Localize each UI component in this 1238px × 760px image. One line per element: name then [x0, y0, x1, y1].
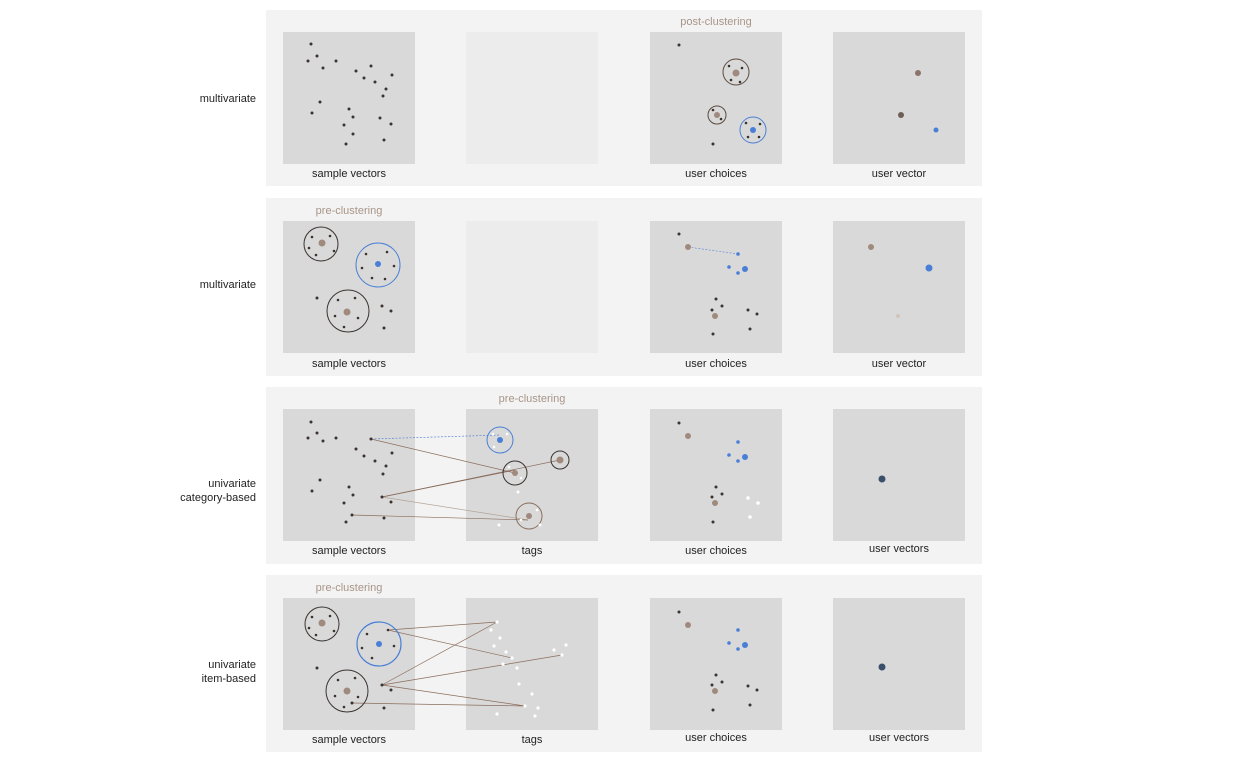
row-1-label: multivariate	[0, 92, 256, 106]
row-4-note: pre-clustering	[315, 582, 383, 594]
row-3-panel-tags	[466, 409, 598, 541]
row-2-panel-user-vector	[833, 221, 965, 353]
row-3-note: pre-clustering	[498, 393, 566, 405]
row-3-label-line-2: category-based	[180, 492, 256, 504]
row-2-caption-4: user vector	[871, 358, 927, 370]
row-4-label: univariate item-based	[0, 658, 256, 686]
row-3-label: univariate category-based	[0, 477, 256, 505]
row-3-panel-sample-vectors	[283, 409, 415, 541]
row-2-label: multivariate	[0, 278, 256, 292]
row-1-caption-1: sample vectors	[312, 168, 386, 180]
row-2-caption-3: user choices	[685, 358, 747, 370]
row-1-panel-empty	[466, 32, 598, 164]
row-4-label-line-2: item-based	[201, 673, 256, 685]
row-1-note: post-clustering	[680, 16, 752, 28]
row-3-caption-1: sample vectors	[312, 545, 386, 557]
row-2-panel-empty	[466, 221, 598, 353]
row-1-panel-sample-vectors	[283, 32, 415, 164]
row-1-caption-3: user choices	[685, 168, 747, 180]
row-2-panel-sample-vectors	[283, 221, 415, 353]
row-4-caption-2: tags	[521, 734, 543, 746]
row-4-panel-sample-vectors	[283, 598, 415, 730]
row-4-caption-1: sample vectors	[312, 734, 386, 746]
row-4-panel-user-vectors	[833, 598, 965, 730]
row-4-caption-4: user vectors	[869, 732, 929, 744]
row-1-panel-user-vector	[833, 32, 965, 164]
row-1-panel-user-choices	[650, 32, 782, 164]
row-3-caption-4: user vectors	[869, 543, 929, 555]
row-2-caption-1: sample vectors	[312, 358, 386, 370]
row-4-label-line-1: univariate	[208, 659, 256, 671]
row-1-caption-4: user vector	[871, 168, 927, 180]
row-4-caption-3: user choices	[685, 732, 747, 744]
row-3-caption-3: user choices	[685, 545, 747, 557]
row-3-panel-user-choices	[650, 409, 782, 541]
row-4-panel-user-choices	[650, 598, 782, 730]
row-1-label-line-1: multivariate	[199, 93, 256, 105]
row-2-panel-user-choices	[650, 221, 782, 353]
row-3-panel-user-vectors	[833, 409, 965, 541]
row-4-panel-tags	[466, 598, 598, 730]
row-2-note: pre-clustering	[315, 205, 383, 217]
row-3-label-line-1: univariate	[208, 478, 256, 490]
row-2-label-line-1: multivariate	[199, 279, 256, 291]
row-3-caption-2: tags	[521, 545, 543, 557]
